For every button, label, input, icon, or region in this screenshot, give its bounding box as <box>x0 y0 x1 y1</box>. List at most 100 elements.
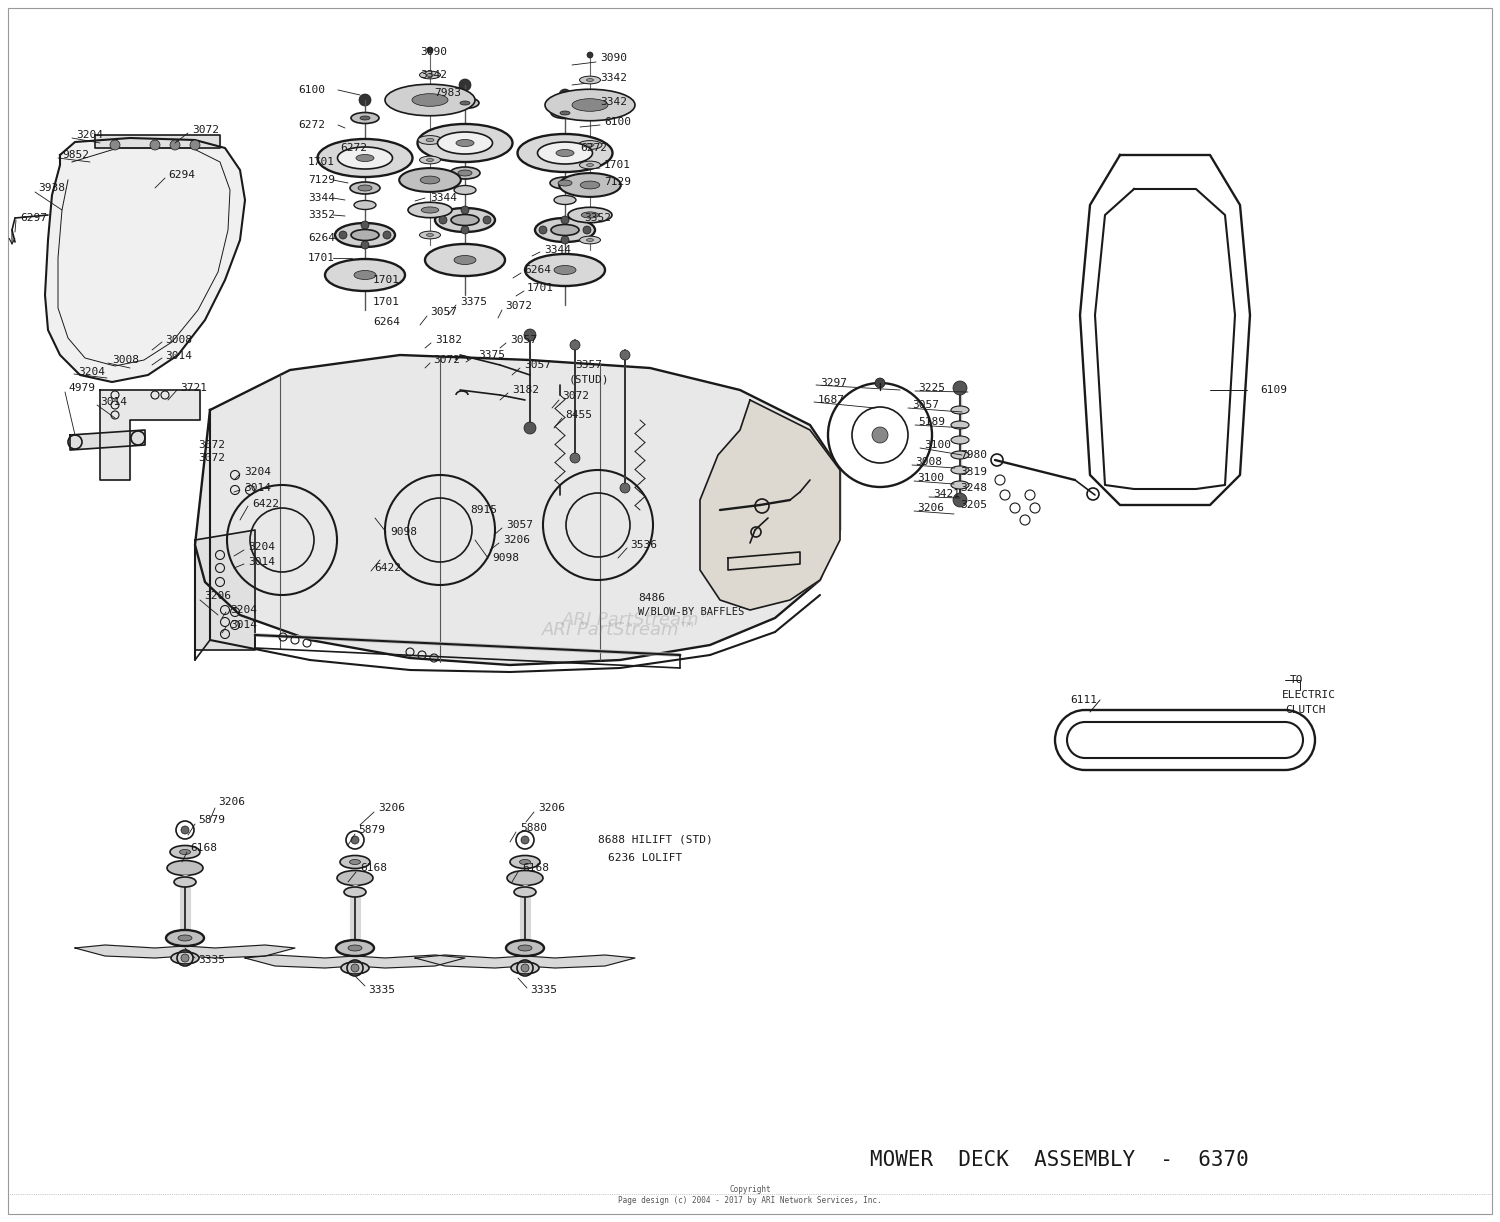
Ellipse shape <box>424 244 506 276</box>
Circle shape <box>362 221 369 229</box>
Ellipse shape <box>580 181 600 189</box>
Polygon shape <box>244 956 465 968</box>
Ellipse shape <box>386 84 476 116</box>
Text: ARI PartStream™: ARI PartStream™ <box>562 611 717 629</box>
Ellipse shape <box>518 134 612 172</box>
Text: 3072: 3072 <box>198 453 225 463</box>
Circle shape <box>351 836 358 844</box>
Ellipse shape <box>586 78 594 82</box>
Text: 3352: 3352 <box>308 210 334 220</box>
Circle shape <box>586 53 592 57</box>
Circle shape <box>339 231 346 240</box>
Text: 3248: 3248 <box>960 483 987 492</box>
Text: 3100: 3100 <box>924 440 951 450</box>
Circle shape <box>459 79 471 90</box>
Text: 3090: 3090 <box>600 53 627 64</box>
Ellipse shape <box>578 141 602 149</box>
Ellipse shape <box>326 259 405 291</box>
Ellipse shape <box>951 451 969 459</box>
Ellipse shape <box>506 940 544 956</box>
Polygon shape <box>195 530 255 650</box>
Text: 5189: 5189 <box>918 417 945 426</box>
Text: 8455: 8455 <box>566 411 592 420</box>
Text: 5880: 5880 <box>520 822 548 833</box>
Circle shape <box>427 46 433 53</box>
Circle shape <box>351 964 358 971</box>
Text: ARI PartStream™: ARI PartStream™ <box>543 621 698 639</box>
Text: 3204: 3204 <box>244 467 272 477</box>
Ellipse shape <box>426 138 433 142</box>
Text: 3297: 3297 <box>821 378 848 389</box>
Ellipse shape <box>507 870 543 886</box>
Ellipse shape <box>460 101 470 105</box>
Ellipse shape <box>510 855 540 869</box>
Circle shape <box>560 89 572 101</box>
Polygon shape <box>100 390 200 480</box>
Text: 3057: 3057 <box>430 307 457 316</box>
Text: 1701: 1701 <box>604 160 631 170</box>
Text: 6236 LOLIFT: 6236 LOLIFT <box>608 853 682 863</box>
Circle shape <box>952 492 968 507</box>
Ellipse shape <box>438 132 492 154</box>
Ellipse shape <box>579 236 600 244</box>
Text: 6111: 6111 <box>1070 695 1096 705</box>
Ellipse shape <box>550 225 579 236</box>
Text: 3206: 3206 <box>538 803 566 813</box>
Text: 3057: 3057 <box>510 335 537 345</box>
Ellipse shape <box>408 203 452 218</box>
Text: 3072: 3072 <box>433 356 460 365</box>
Text: 3182: 3182 <box>435 335 462 345</box>
Ellipse shape <box>450 167 480 178</box>
Ellipse shape <box>334 222 394 247</box>
Text: 3182: 3182 <box>512 385 538 395</box>
Ellipse shape <box>951 436 969 444</box>
Text: 6168: 6168 <box>360 863 387 873</box>
Ellipse shape <box>180 849 190 854</box>
Text: 6272: 6272 <box>580 143 608 153</box>
Text: 1701: 1701 <box>526 284 554 293</box>
Ellipse shape <box>360 116 370 120</box>
Text: 3421: 3421 <box>933 489 960 499</box>
Ellipse shape <box>951 481 969 489</box>
Text: 7980: 7980 <box>960 450 987 459</box>
Ellipse shape <box>525 254 605 286</box>
Text: 8688 HILIFT (STD): 8688 HILIFT (STD) <box>598 835 712 844</box>
Ellipse shape <box>356 154 374 161</box>
Text: 3205: 3205 <box>960 500 987 510</box>
Ellipse shape <box>318 139 413 177</box>
Text: 4979: 4979 <box>68 382 94 393</box>
Polygon shape <box>195 356 840 665</box>
Ellipse shape <box>572 99 608 111</box>
Circle shape <box>150 141 160 150</box>
Text: 3375: 3375 <box>460 297 488 307</box>
Ellipse shape <box>417 123 513 163</box>
Text: 3204: 3204 <box>78 367 105 378</box>
Text: 3319: 3319 <box>960 467 987 477</box>
Ellipse shape <box>579 161 600 169</box>
Ellipse shape <box>536 218 596 242</box>
Circle shape <box>440 216 447 224</box>
Text: 3721: 3721 <box>180 382 207 393</box>
Ellipse shape <box>171 952 200 964</box>
Ellipse shape <box>420 231 441 238</box>
Text: 1701: 1701 <box>308 156 334 167</box>
Ellipse shape <box>399 169 460 192</box>
Circle shape <box>520 836 530 844</box>
Ellipse shape <box>166 860 202 875</box>
Text: 3204: 3204 <box>248 543 274 552</box>
Ellipse shape <box>514 887 535 897</box>
Ellipse shape <box>174 877 196 887</box>
Circle shape <box>110 141 120 150</box>
Ellipse shape <box>537 142 592 164</box>
Text: ELECTRIC: ELECTRIC <box>1282 690 1336 700</box>
Ellipse shape <box>338 870 374 886</box>
Text: 3357: 3357 <box>574 360 602 370</box>
Ellipse shape <box>340 962 369 974</box>
Ellipse shape <box>454 186 476 194</box>
Text: Copyright
Page design (c) 2004 - 2017 by ARI Network Services, Inc.: Copyright Page design (c) 2004 - 2017 by… <box>618 1185 882 1205</box>
Ellipse shape <box>586 143 594 147</box>
Text: 9852: 9852 <box>62 150 88 160</box>
Circle shape <box>561 236 568 244</box>
Ellipse shape <box>420 156 441 164</box>
Text: 3014: 3014 <box>230 620 256 631</box>
